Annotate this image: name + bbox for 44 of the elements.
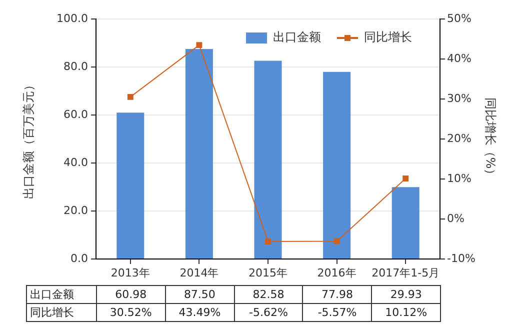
y-tick-label: 40.0 [64,156,88,169]
data-label: 77.98 [302,286,372,304]
data-label: -5.57% [302,304,372,322]
y-tick-label: 0.0 [70,252,88,265]
x-tick-label: 2016年 [317,266,356,280]
x-tick-label: 2015年 [248,266,288,280]
y2-tick-label: 40% [447,52,472,65]
y-axis-title: 出口金额（百万美元） [21,79,36,199]
y-tick-label: 60.0 [64,108,88,121]
x-tick-label: 2017年1-5月 [372,266,440,280]
y-tick-label: 80.0 [64,60,88,73]
point [196,42,202,48]
x-tick-label: 2014年 [180,266,219,280]
y-tick-label: 100.0 [56,12,88,25]
data-label: 29.93 [372,286,440,304]
bar [254,60,282,258]
bar [392,187,420,258]
y2-tick-label: 20% [447,132,472,145]
data-label: 30.52% [96,304,166,322]
point [402,176,409,182]
data-label: 43.49% [165,304,234,322]
y2-tick-label: -10% [447,252,476,265]
y2-tick-label: 10% [447,172,472,185]
y2-tick-label: 50% [447,12,472,25]
bar [116,112,144,258]
bar [323,72,351,258]
y-tick-label: 20.0 [64,204,88,217]
point [265,238,271,244]
y2-axis-title: 同比增长（%） [484,97,498,181]
data-label: -5.62% [234,304,303,322]
text: 同比增长 [30,306,74,319]
text: 出口金额 [30,288,74,301]
x-tick-label: 2013年 [110,266,150,280]
y2-tick-label: 0% [447,212,464,225]
point [334,238,340,244]
bar [185,49,213,258]
data-label: 87.50 [165,286,234,304]
legend-label: 同比增长 [364,30,412,44]
data-label: 60.98 [96,286,166,304]
point [127,94,134,100]
legend-label: 出口金额 [273,30,321,44]
y2-tick-label: 30% [447,92,472,105]
data-label: 10.12% [372,304,440,322]
data-label: 82.58 [234,286,303,304]
